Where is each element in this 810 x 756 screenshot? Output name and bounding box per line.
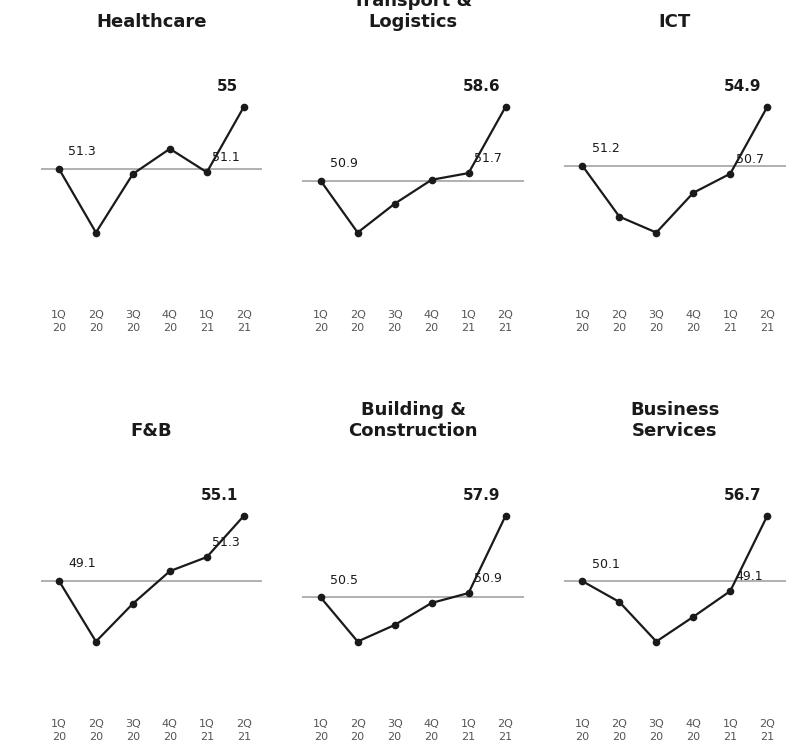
Text: 50.7: 50.7	[735, 153, 764, 166]
Text: 50.9: 50.9	[330, 157, 358, 170]
Text: 51.7: 51.7	[474, 152, 502, 165]
Text: 51.2: 51.2	[591, 142, 620, 155]
Text: 49.1: 49.1	[68, 557, 96, 570]
Text: 54.9: 54.9	[724, 79, 761, 94]
Text: 49.1: 49.1	[735, 570, 763, 583]
Title: Building &
Construction: Building & Construction	[348, 401, 478, 440]
Text: 51.1: 51.1	[212, 151, 240, 164]
Text: 51.3: 51.3	[68, 145, 96, 158]
Text: 57.9: 57.9	[463, 488, 500, 503]
Text: 51.3: 51.3	[212, 536, 240, 549]
Title: Transport &
Logistics: Transport & Logistics	[353, 0, 473, 31]
Title: Business
Services: Business Services	[630, 401, 719, 440]
Title: Healthcare: Healthcare	[96, 13, 207, 31]
Title: ICT: ICT	[659, 13, 691, 31]
Text: 50.9: 50.9	[474, 572, 502, 585]
Text: 58.6: 58.6	[463, 79, 500, 94]
Text: 55.1: 55.1	[201, 488, 238, 503]
Text: 56.7: 56.7	[724, 488, 761, 503]
Text: 50.1: 50.1	[591, 558, 620, 571]
Title: F&B: F&B	[130, 422, 173, 440]
Text: 50.5: 50.5	[330, 574, 358, 587]
Text: 55: 55	[217, 79, 238, 94]
